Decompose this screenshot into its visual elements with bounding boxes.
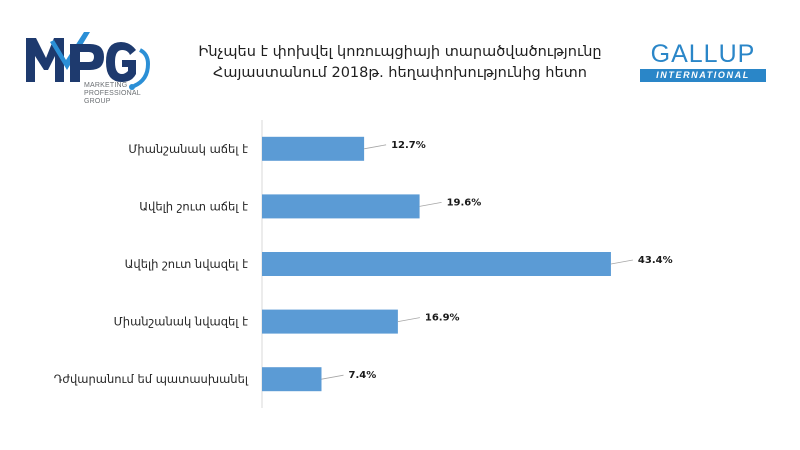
mpg-caption-line: MARKETING <box>84 82 128 89</box>
category-label: Ավելի շուտ նվազել է <box>125 257 248 271</box>
data-label-leader-line <box>364 144 387 150</box>
data-label: 7.4% <box>348 370 376 381</box>
category-label: Միանշանակ աճել է <box>128 142 248 156</box>
data-label: 19.6% <box>447 197 482 208</box>
chart-title-line-1: Ինչպես է փոխվել կոռուպցիայի տարածվածությ… <box>198 44 602 60</box>
gallup-international-logo: GALLUP INTERNATIONAL <box>640 40 766 88</box>
category-label: Միանշանակ նվազել է <box>114 315 248 329</box>
bar <box>262 309 398 334</box>
bar <box>262 136 365 161</box>
data-label-leader-line <box>321 374 344 380</box>
mpg-logo: MARKETING PROFESSIONAL GROUP <box>24 30 164 120</box>
mpg-caption-line: PROFESSIONAL <box>84 90 141 97</box>
bar <box>262 252 611 276</box>
gallup-logo-band <box>640 69 766 82</box>
category-label: Ավելի շուտ աճել է <box>139 199 248 213</box>
chart-title-line-2: Հայաստանում 2018թ. հեղափոխությունից հետո <box>212 65 587 81</box>
mpg-caption-line: GROUP <box>84 98 111 105</box>
mpg-logo-mark <box>26 32 151 90</box>
category-label: Դժվարանում եմ պատասխանել <box>54 372 249 386</box>
data-label: 12.7% <box>391 140 426 151</box>
mpg-logo-caption: MARKETING PROFESSIONAL GROUP <box>84 82 174 106</box>
bar <box>262 367 322 392</box>
gallup-logo-word: GALLUP <box>650 40 756 68</box>
data-label: 16.9% <box>425 313 460 324</box>
data-label: 43.4% <box>638 255 673 266</box>
gallup-logo-subtitle: INTERNATIONAL <box>656 70 750 80</box>
bar <box>262 194 420 219</box>
chart-title: Ինչպես է փոխվել կոռուպցիայի տարածվածությ… <box>190 42 610 84</box>
data-label-leader-line <box>397 317 420 322</box>
data-label-leader-line <box>610 259 634 265</box>
data-label-leader-line <box>419 202 442 207</box>
